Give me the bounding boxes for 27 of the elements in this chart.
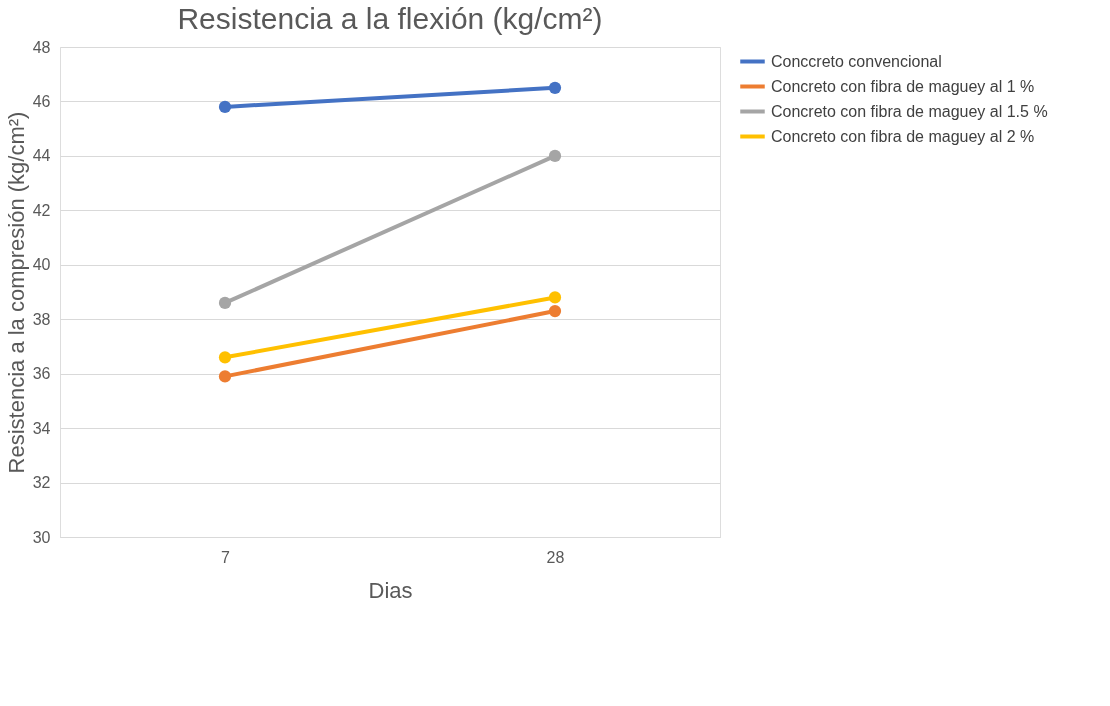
- legend-label: Conccreto convencional: [771, 52, 942, 70]
- point: [218, 100, 232, 113]
- y-tick-label: 40: [32, 256, 51, 274]
- y-tick-label: 36: [32, 365, 51, 383]
- y-tick-label: 34: [32, 419, 51, 437]
- x-tick-label: 7: [221, 548, 231, 566]
- x-tick-label: 28: [546, 548, 565, 566]
- legend-label: Concreto con fibra de maguey al 2 %: [771, 127, 1035, 145]
- point: [548, 81, 562, 94]
- y-tick-label: 42: [32, 201, 51, 219]
- y-tick-label: 30: [32, 528, 51, 546]
- y-tick-label: 46: [32, 92, 51, 110]
- y-tick-label: 44: [32, 147, 51, 165]
- y-tick-label: 38: [32, 310, 51, 328]
- legend-label: Concreto con fibra de maguey al 1 %: [771, 77, 1035, 95]
- point: [218, 351, 232, 364]
- point: [218, 296, 232, 309]
- legend-label: Concreto con fibra de maguey al 1.5 %: [771, 102, 1048, 120]
- point: [548, 291, 562, 304]
- point: [548, 304, 562, 318]
- point: [548, 149, 562, 162]
- point: [218, 370, 232, 383]
- y-tick-label: 48: [32, 38, 51, 56]
- x-axis-title: Dias: [368, 577, 413, 603]
- y-tick-label: 32: [32, 474, 51, 492]
- y-axis-title: Resistencia a la compresión (kg/cm²): [3, 111, 29, 474]
- chart-title: Resistencia a la flexión (kg/cm²): [177, 2, 603, 35]
